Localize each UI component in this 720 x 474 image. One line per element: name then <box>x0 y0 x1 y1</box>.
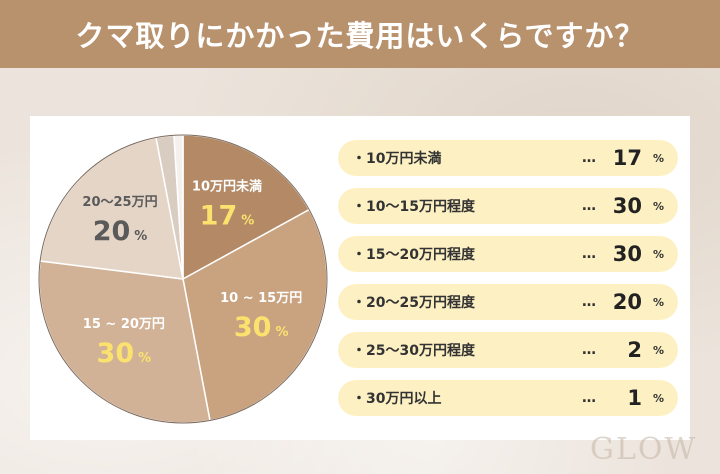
legend-dots: … <box>582 390 596 406</box>
pie-outline <box>38 134 328 424</box>
legend-row-under-10: ・10万円未満 … 17 % <box>338 140 678 176</box>
legend-value: 20 <box>612 290 642 314</box>
legend-row-10-15: ・10〜15万円程度 … 30 % <box>338 188 678 224</box>
page-title: クマ取りにかかった費用はいくらですか？ <box>75 19 645 53</box>
legend-label: ・15〜20万円程度 <box>352 247 475 263</box>
legend-label: ・10万円未満 <box>352 151 442 167</box>
header-bar: クマ取りにかかった費用はいくらですか？ <box>0 0 720 68</box>
pie-slice-label-0: 10万円未満 <box>192 179 262 195</box>
legend-value: 2 <box>627 338 642 362</box>
legend-dots: … <box>582 342 596 358</box>
legend-row-over-30: ・30万円以上 … 1 % <box>338 380 678 416</box>
legend-label: ・25〜30万円程度 <box>352 343 475 359</box>
legend-value: 1 <box>627 386 642 410</box>
legend-row-20-25: ・20〜25万円程度 … 20 % <box>338 284 678 320</box>
pie-slice-value-3: 20% <box>93 216 148 247</box>
pie-slice-label-3: 20〜25万円 <box>82 195 157 210</box>
pie-slice-label-1: 10 ~ 15万円 <box>220 291 302 306</box>
legend-label: ・30万円以上 <box>352 391 442 407</box>
legend-percent-symbol: % <box>652 391 664 405</box>
pie-slice-value-0: 17% <box>200 201 255 232</box>
legend: ・10万円未満 … 17 % ・10〜15万円程度 … 30 % ・15〜20万… <box>338 140 678 428</box>
legend-value: 30 <box>612 194 642 218</box>
legend-value: 30 <box>612 242 642 266</box>
legend-percent-symbol: % <box>652 343 664 357</box>
legend-percent-symbol: % <box>652 295 664 309</box>
legend-row-25-30: ・25〜30万円程度 … 2 % <box>338 332 678 368</box>
legend-dots: … <box>582 294 596 310</box>
pie-slice-value-1: 30% <box>234 312 289 343</box>
legend-percent-symbol: % <box>652 247 664 261</box>
legend-percent-symbol: % <box>652 151 664 165</box>
legend-percent-symbol: % <box>652 199 664 213</box>
legend-label: ・10〜15万円程度 <box>352 199 475 215</box>
legend-row-15-20: ・15〜20万円程度 … 30 % <box>338 236 678 272</box>
brand-watermark: GLOW <box>590 432 698 467</box>
legend-label: ・20〜25万円程度 <box>352 295 475 311</box>
pie-slice-value-2: 30% <box>97 338 152 369</box>
pie-slice-label-2: 15 ~ 20万円 <box>83 317 165 332</box>
legend-dots: … <box>582 246 596 262</box>
legend-value: 17 <box>612 146 642 170</box>
legend-dots: … <box>582 150 596 166</box>
legend-dots: … <box>582 198 596 214</box>
